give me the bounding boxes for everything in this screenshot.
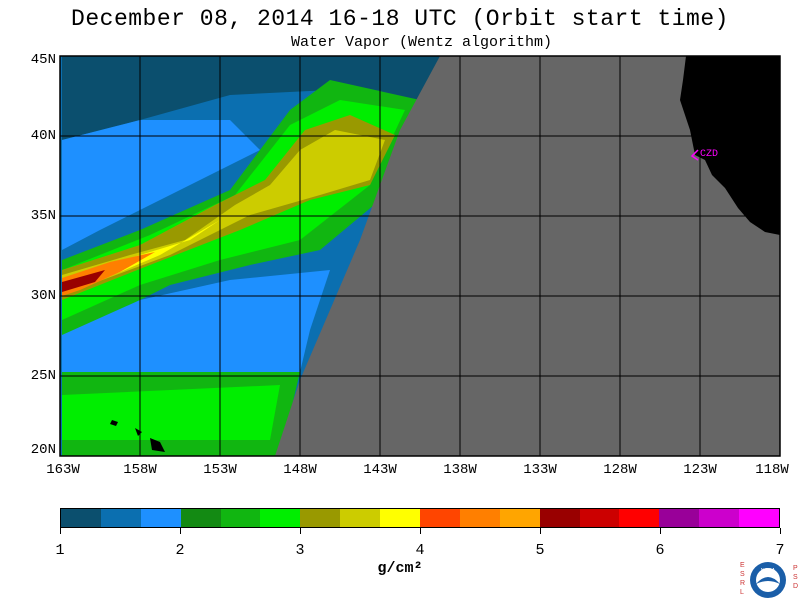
color-bar-legend	[60, 508, 780, 528]
color-bar-tick-label: 3	[295, 542, 305, 559]
water-vapor-map: CZD	[59, 55, 781, 457]
units-label: g/cm²	[377, 560, 423, 577]
vapor-band-low-north	[62, 56, 440, 140]
color-swatch	[300, 509, 341, 527]
color-bar-tick	[300, 528, 301, 534]
color-bar-tick-label: 4	[415, 542, 425, 559]
noaa-bird-icon	[756, 577, 780, 584]
color-swatch	[499, 509, 540, 527]
color-swatch	[260, 509, 301, 527]
color-swatch	[659, 509, 700, 527]
lon-label-123w: 123W	[683, 462, 717, 478]
color-bar-tick	[60, 528, 61, 534]
map-border	[59, 55, 781, 457]
color-bar-tick-label: 2	[175, 542, 185, 559]
lon-label-158w: 158W	[123, 462, 157, 478]
color-bar-tick-label: 5	[535, 542, 545, 559]
color-swatch	[739, 509, 780, 527]
lon-label-143w: 143W	[363, 462, 397, 478]
color-swatch	[220, 509, 261, 527]
page-title: December 08, 2014 16-18 UTC (Orbit start…	[71, 6, 729, 32]
vapor-band-orange-core	[62, 252, 155, 296]
color-bar-tick-label: 6	[655, 542, 665, 559]
vapor-band-yellow-core	[62, 130, 385, 295]
color-bar-tick-label: 7	[775, 542, 785, 559]
page-subtitle: Water Vapor (Wentz algorithm)	[290, 34, 553, 51]
lat-label-20n: 20N	[30, 442, 56, 458]
station-label: CZD	[700, 149, 718, 160]
lat-lon-grid	[60, 56, 780, 456]
color-swatch	[420, 509, 460, 527]
color-swatch	[699, 509, 740, 527]
color-swatch	[180, 509, 221, 527]
color-bar-tick	[540, 528, 541, 534]
lon-label-128w: 128W	[603, 462, 637, 478]
color-swatch	[579, 509, 620, 527]
no-data-swath	[275, 56, 686, 456]
lon-label-138w: 138W	[443, 462, 477, 478]
color-swatch	[340, 509, 381, 527]
lat-label-25n: 25N	[30, 368, 56, 384]
color-swatch	[539, 509, 580, 527]
lon-label-133w: 133W	[523, 462, 557, 478]
color-bar-tick	[660, 528, 661, 534]
lon-label-118w: 118W	[755, 462, 789, 478]
noaa-text: NOAA	[761, 568, 776, 574]
color-bar-tick	[420, 528, 421, 534]
color-swatch	[380, 509, 421, 527]
color-swatch	[619, 509, 660, 527]
lat-label-45n: 45N	[30, 52, 56, 68]
color-bar-tick	[180, 528, 181, 534]
lat-label-30n: 30N	[30, 288, 56, 304]
north-america-land	[680, 56, 780, 235]
color-bar-tick-label: 1	[55, 542, 65, 559]
lat-label-40n: 40N	[30, 128, 56, 144]
color-bar-tick	[780, 528, 781, 534]
color-swatch	[61, 509, 101, 527]
vapor-band-red-core	[62, 270, 105, 292]
color-swatch	[100, 509, 141, 527]
color-swatch	[459, 509, 500, 527]
lon-label-163w: 163W	[46, 462, 80, 478]
vapor-band-blue-west	[62, 120, 260, 250]
hawaiian-islands	[110, 420, 165, 452]
vapor-band-bright-green-south	[62, 385, 280, 440]
color-swatch	[140, 509, 181, 527]
station-marker-icon	[690, 149, 699, 161]
lat-label-35n: 35N	[30, 208, 56, 224]
lon-label-148w: 148W	[283, 462, 317, 478]
lon-label-153w: 153W	[203, 462, 237, 478]
